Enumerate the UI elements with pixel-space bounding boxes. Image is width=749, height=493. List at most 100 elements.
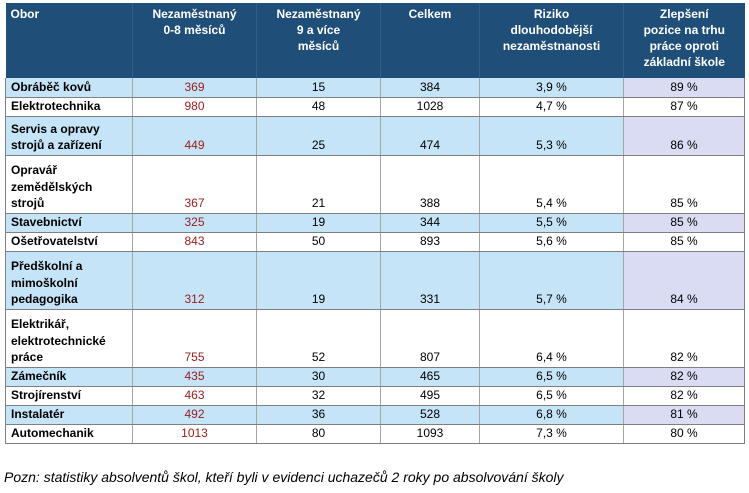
- cell-celkem: 344: [380, 213, 480, 233]
- cell-nez-0-8: 325: [132, 213, 257, 233]
- obor-line: Zámečník: [11, 369, 67, 383]
- cell-nez-0-8: 312: [132, 251, 257, 310]
- cell-nez-9: 48: [256, 97, 381, 117]
- cell-nez-0-8: 369: [132, 78, 257, 98]
- cell-celkem: 495: [380, 386, 480, 406]
- cell-obor: Opravář zemědělských strojů: [5, 155, 133, 214]
- cell-obor: Elektrikář, elektrotechnické práce: [5, 309, 133, 368]
- cell-nez-0-8: 435: [132, 367, 257, 387]
- cell-obor: Předškolní a mimoškolní pedagogika: [5, 251, 133, 310]
- cell-nez-0-8: 367: [132, 155, 257, 214]
- obor-line: strojů: [11, 196, 45, 210]
- obor-line: Servis a opravy: [11, 121, 100, 136]
- cell-riziko: 5,5 %: [479, 213, 624, 233]
- table-container: Obor Nezaměstnaný 0-8 měsíců Nezaměstnaný…: [5, 3, 745, 444]
- cell-zlepseni: 84 %: [623, 251, 745, 310]
- cell-celkem: 384: [380, 78, 480, 98]
- cell-zlepseni: 89 %: [623, 78, 745, 98]
- obor-line: práce: [11, 350, 44, 364]
- cell-nez-9: 25: [256, 116, 381, 156]
- cell-obor: Obráběč kovů: [5, 78, 133, 98]
- cell-obor: Strojírenství: [5, 386, 133, 406]
- table-row: Předškolní a mimoškolní pedagogika 312 19 331…: [5, 251, 745, 310]
- obor-line: pedagogika: [11, 292, 78, 306]
- cell-riziko: 5,6 %: [479, 232, 624, 252]
- cell-nez-9: 50: [256, 232, 381, 252]
- table-row: Strojírenství 463 32 495 6,5 % 82 %: [5, 386, 745, 406]
- cell-riziko: 5,7 %: [479, 251, 624, 310]
- obor-line: Instalatér: [11, 407, 65, 421]
- table-row: Opravář zemědělských strojů 367 21 388 5,4 % 85…: [5, 155, 745, 214]
- cell-nez-9: 21: [256, 155, 381, 214]
- obor-line: zemědělských: [11, 179, 93, 194]
- cell-zlepseni: 85 %: [623, 213, 745, 233]
- cell-nez-9: 15: [256, 78, 381, 98]
- obor-line: elektrotechnické: [11, 333, 106, 348]
- cell-celkem: 465: [380, 367, 480, 387]
- cell-celkem: 388: [380, 155, 480, 214]
- cell-zlepseni: 86 %: [623, 116, 745, 156]
- cell-nez-9: 36: [256, 405, 381, 425]
- obor-line: Elektrikář,: [11, 317, 70, 331]
- table-row: Elektrotechnika 980 48 1028 4,7 % 87 %: [5, 97, 745, 117]
- header-row: Obor Nezaměstnaný 0-8 měsíců Nezaměstnaný…: [5, 3, 745, 78]
- obor-line: Obráběč kovů: [11, 80, 92, 94]
- header-zlepseni: Zlepšení pozice na trhu práce oproti základ…: [623, 3, 745, 78]
- cell-celkem: 807: [380, 309, 480, 368]
- obor-line: Opravář: [11, 163, 58, 177]
- cell-riziko: 6,4 %: [479, 309, 624, 368]
- footnote: Pozn: statistiky absolventů škol, kteří …: [4, 469, 564, 485]
- cell-nez-0-8: 1013: [132, 424, 257, 444]
- obor-line: mimoškolní: [11, 275, 78, 290]
- cell-obor: Zámečník: [5, 367, 133, 387]
- cell-celkem: 1028: [380, 97, 480, 117]
- cell-obor: Ošetřovatelství: [5, 232, 133, 252]
- obor-line: Stavebnictví: [11, 215, 82, 229]
- cell-nez-9: 19: [256, 251, 381, 310]
- cell-nez-0-8: 463: [132, 386, 257, 406]
- header-riziko: Riziko dlouhodobější nezaměstnanosti: [479, 3, 624, 78]
- table-row: Servis a opravy strojů a zařízení 449 25 474…: [5, 116, 745, 156]
- table-row: Elektrikář, elektrotechnické práce 755 52 807…: [5, 309, 745, 368]
- cell-celkem: 893: [380, 232, 480, 252]
- header-obor: Obor: [5, 3, 133, 78]
- cell-zlepseni: 85 %: [623, 232, 745, 252]
- cell-obor: Stavebnictví: [5, 213, 133, 233]
- cell-zlepseni: 85 %: [623, 155, 745, 214]
- cell-riziko: 6,8 %: [479, 405, 624, 425]
- cell-riziko: 7,3 %: [479, 424, 624, 444]
- obor-line: Strojírenství: [11, 388, 82, 402]
- cell-zlepseni: 80 %: [623, 424, 745, 444]
- cell-nez-9: 52: [256, 309, 381, 368]
- cell-riziko: 6,5 %: [479, 386, 624, 406]
- cell-nez-0-8: 755: [132, 309, 257, 368]
- cell-obor: Instalatér: [5, 405, 133, 425]
- header-nez-9: Nezaměstnaný 9 a více měsíců: [256, 3, 381, 78]
- cell-obor: Automechanik: [5, 424, 133, 444]
- cell-nez-0-8: 449: [132, 116, 257, 156]
- table-row: Ošetřovatelství 843 50 893 5,6 % 85 %: [5, 232, 745, 252]
- header-nez-0-8: Nezaměstnaný 0-8 měsíců: [132, 3, 257, 78]
- cell-celkem: 331: [380, 251, 480, 310]
- obor-line: Automechanik: [11, 426, 94, 440]
- cell-nez-9: 80: [256, 424, 381, 444]
- cell-obor: Elektrotechnika: [5, 97, 133, 117]
- cell-riziko: 5,3 %: [479, 116, 624, 156]
- table-row: Stavebnictví 325 19 344 5,5 % 85 %: [5, 213, 745, 233]
- cell-nez-0-8: 492: [132, 405, 257, 425]
- table-row: Zámečník 435 30 465 6,5 % 82 %: [5, 367, 745, 387]
- obor-line: strojů a zařízení: [11, 138, 102, 152]
- cell-zlepseni: 81 %: [623, 405, 745, 425]
- header-celkem: Celkem: [380, 3, 480, 78]
- cell-riziko: 6,5 %: [479, 367, 624, 387]
- cell-riziko: 4,7 %: [479, 97, 624, 117]
- obor-line: Předškolní a: [11, 259, 83, 273]
- table-row: Instalatér 492 36 528 6,8 % 81 %: [5, 405, 745, 425]
- table-row: Obráběč kovů 369 15 384 3,9 % 89 %: [5, 78, 745, 98]
- table-row: Automechanik 1013 80 1093 7,3 % 80 %: [5, 424, 745, 444]
- obor-line: Ošetřovatelství: [11, 234, 98, 248]
- cell-celkem: 474: [380, 116, 480, 156]
- cell-obor: Servis a opravy strojů a zařízení: [5, 116, 133, 156]
- cell-celkem: 528: [380, 405, 480, 425]
- cell-zlepseni: 87 %: [623, 97, 745, 117]
